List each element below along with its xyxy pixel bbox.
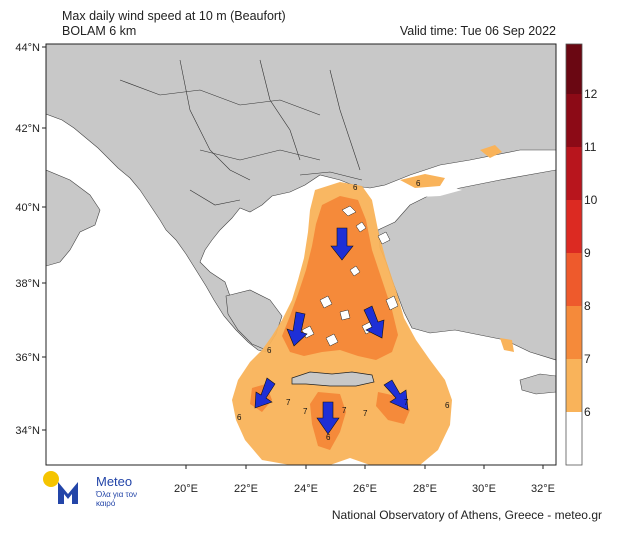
arrow-icon (383, 379, 409, 411)
wind-area-bft7-north (400, 174, 445, 188)
map-title-line1: Max daily wind speed at 10 m (Beaufort) (62, 9, 286, 23)
colorbar-label: 8 (584, 299, 591, 313)
map-title-line2: BOLAM 6 km (62, 24, 137, 38)
contour-label: 6 (353, 183, 358, 192)
cyprus (519, 373, 556, 395)
arrow-icon (254, 377, 276, 409)
contour-label: 6 (445, 401, 450, 410)
wind-area-bft7-sw (500, 338, 514, 352)
lon-label-28: 28°E (413, 483, 437, 495)
wind-area-bft8-se (376, 392, 410, 424)
logo-m-icon (58, 482, 78, 504)
contour-label: 7 (303, 407, 308, 416)
lon-label-24: 24°E (294, 483, 318, 495)
contour-label: 7 (363, 409, 368, 418)
valid-time: Valid time: Tue 06 Sep 2022 (399, 24, 556, 38)
arrow-icon (363, 305, 385, 339)
colorbar-label: 9 (584, 246, 591, 260)
contour-label: 6 (237, 413, 242, 422)
colorbar-swatch (566, 253, 582, 306)
colorbar-swatch (566, 44, 582, 94)
colorbar-label: 11 (584, 140, 597, 154)
colorbar-swatch (566, 412, 582, 465)
contour-labels: 6 6 6 6 7 7 7 7 7 6 6 (237, 179, 450, 442)
marmara-sea (395, 184, 462, 198)
contour-label: 7 (286, 398, 291, 407)
contour-label: 6 (326, 433, 331, 442)
colorbar-swatch (566, 200, 582, 253)
lon-label-26: 26°E (353, 483, 377, 495)
arrow-icon (330, 227, 354, 261)
map-border (45, 43, 557, 466)
footer-credit: National Observatory of Athens, Greece -… (331, 508, 602, 522)
contour-label: 6 (416, 179, 421, 188)
colorbar-swatch (566, 359, 582, 412)
italy-heel (46, 169, 101, 267)
colorbar-label: 10 (584, 193, 598, 207)
colorbar-label: 7 (584, 352, 591, 366)
colorbar-swatch (566, 94, 582, 147)
arrow-icon (286, 311, 308, 347)
contour-label: 6 (267, 346, 272, 355)
lon-label-32: 32°E (531, 483, 555, 495)
country-borders (119, 59, 363, 206)
arrow-icon (316, 401, 340, 435)
lon-label-22: 22°E (234, 483, 258, 495)
colorbar-label: 12 (584, 87, 598, 101)
colorbar-swatch (566, 147, 582, 200)
logo-name: Meteo (96, 474, 133, 489)
lat-label-34: 34°N (15, 425, 40, 437)
contour-label: 7 (342, 406, 347, 415)
lat-label-42: 42°N (15, 123, 40, 135)
logo-tagline: Όλα για τον καιρό (96, 490, 138, 508)
longitude-axis: 20°E 22°E 24°E 26°E 28°E 30°E 32°E (174, 465, 555, 495)
aegean-islands (301, 205, 399, 347)
latitude-axis: 44°N 42°N 40°N 38°N 36°N 34°N (15, 42, 46, 437)
lat-label-38: 38°N (15, 278, 40, 290)
wind-area-bft7-ne (480, 145, 502, 158)
lat-label-36: 36°N (15, 352, 40, 364)
lat-label-40: 40°N (15, 202, 40, 214)
colorbar-label: 6 (584, 405, 591, 419)
wind-arrows (254, 227, 409, 435)
lat-label-44: 44°N (15, 42, 40, 54)
meteo-logo (43, 471, 78, 504)
lon-label-30: 30°E (472, 483, 496, 495)
sun-icon (43, 471, 59, 487)
map-title: Max daily wind speed at 10 m (Beaufort) … (62, 9, 286, 39)
lon-label-20: 20°E (174, 483, 198, 495)
colorbar: 6 7 8 9 10 11 12 (565, 43, 598, 466)
colorbar-swatch (566, 306, 582, 359)
crete-overlay (291, 371, 375, 387)
contour-label: 7 (404, 398, 409, 407)
